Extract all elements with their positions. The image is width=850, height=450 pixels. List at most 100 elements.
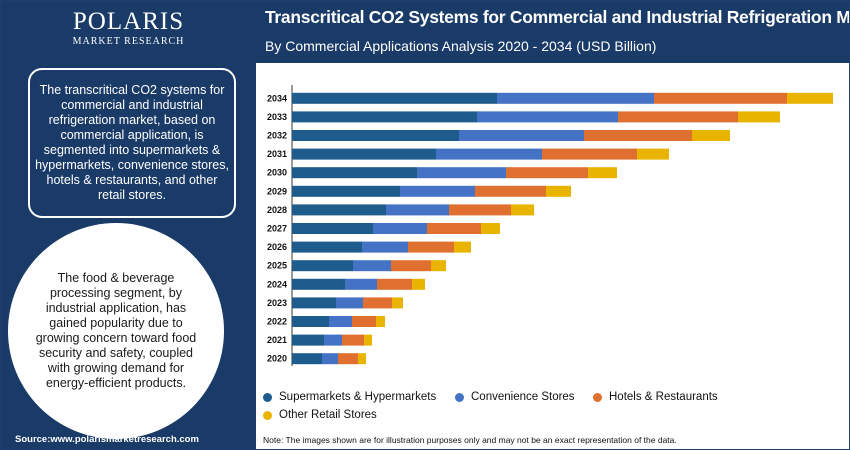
- y-tick-label: 2033: [267, 112, 287, 122]
- bar-segment: [364, 334, 372, 346]
- bar-segment: [352, 316, 376, 327]
- bar-segment: [292, 92, 497, 104]
- bar-segment: [392, 297, 403, 309]
- legend-label: Hotels & Restaurants: [609, 391, 718, 403]
- bar-segment: [738, 111, 780, 123]
- bar-segment: [353, 260, 391, 272]
- bar-segment: [292, 204, 386, 216]
- bar-segment: [787, 92, 833, 104]
- bar-segment: [292, 334, 324, 346]
- bar-segment: [477, 111, 618, 123]
- legend-item: Hotels & Restaurants: [593, 391, 718, 403]
- bar-segment: [637, 148, 669, 160]
- bar-segment: [292, 316, 329, 327]
- y-tick-label: 2031: [267, 149, 287, 159]
- bar-segment: [449, 204, 511, 216]
- legend-item: Other Retail Stores: [263, 409, 377, 421]
- legend-label: Supermarkets & Hypermarkets: [279, 391, 437, 403]
- bar-segment: [292, 278, 345, 290]
- legend-swatch: [263, 392, 272, 402]
- legend-swatch: [593, 392, 602, 402]
- legend-swatch: [263, 410, 272, 420]
- y-tick-label: 2020: [267, 354, 287, 364]
- y-tick-label: 2029: [267, 186, 287, 196]
- legend-label: Convenience Stores: [471, 391, 575, 403]
- brand-tagline: MARKET RESEARCH: [72, 36, 185, 47]
- y-tick-label: 2025: [267, 261, 287, 271]
- bar-segment: [459, 130, 584, 141]
- bar-segment: [292, 297, 336, 309]
- highlight-text: The food & beverage processing segment, …: [35, 271, 197, 390]
- legend-item: Supermarkets & Hypermarkets: [263, 391, 436, 403]
- bar-segment: [588, 167, 617, 179]
- legend-swatch: [455, 392, 464, 402]
- chart-header: Transcritical CO2 Systems for Commercial…: [256, 1, 850, 63]
- bar-segment: [431, 260, 446, 272]
- bar-segment: [417, 167, 506, 179]
- bar-segment: [506, 167, 588, 179]
- bar-segment: [358, 353, 366, 365]
- bar-segment: [292, 167, 417, 179]
- bar-segment: [292, 260, 353, 272]
- bar-segment: [373, 223, 427, 234]
- bar-segment: [292, 111, 477, 123]
- bar-segment: [322, 353, 338, 365]
- summary-box: The transcritical CO2 systems for commer…: [28, 68, 236, 218]
- source-credit: Source:www.polarismarketresearch.com: [15, 434, 199, 445]
- bar-segment: [584, 130, 692, 141]
- bar-segment: [408, 241, 454, 253]
- bar-segment: [329, 316, 352, 327]
- y-tick-label: 2032: [267, 131, 287, 141]
- bar-segment: [692, 130, 730, 141]
- y-tick-label: 2030: [267, 168, 287, 178]
- bar-segment: [362, 241, 408, 253]
- y-tick-label: 2024: [267, 279, 287, 289]
- bar-segment: [336, 297, 363, 309]
- bar-segment: [475, 185, 546, 197]
- bar-segment: [292, 185, 400, 197]
- bar-segment: [342, 334, 364, 346]
- y-tick-label: 2028: [267, 205, 287, 215]
- y-tick-label: 2034: [267, 93, 287, 103]
- brand-name: POLARIS: [72, 8, 185, 35]
- bar-segment: [292, 241, 362, 253]
- disclaimer-note: Note: The images shown are for illustrat…: [263, 435, 677, 445]
- bar-segment: [386, 204, 449, 216]
- bar-segment: [292, 223, 373, 234]
- highlight-circle: The food & beverage processing segment, …: [8, 223, 224, 439]
- bar-segment: [391, 260, 431, 272]
- bar-segment: [292, 353, 322, 365]
- bar-segment: [546, 185, 571, 197]
- y-tick-label: 2022: [267, 317, 287, 327]
- bar-segment: [618, 111, 738, 123]
- stacked-bar-chart: 2034 2033 2032 2031 2030 2029 2028 2027 2026 2025…: [267, 85, 833, 366]
- bar-segment: [497, 92, 654, 104]
- bar-segment: [412, 278, 425, 290]
- bar-segment: [511, 204, 534, 216]
- legend-item: Convenience Stores: [455, 391, 575, 403]
- bar-segment: [400, 185, 475, 197]
- chart-subtitle: By Commercial Applications Analysis 2020…: [265, 38, 657, 54]
- chart-title: Transcritical CO2 Systems for Commercial…: [265, 7, 850, 27]
- bar-segment: [454, 241, 471, 253]
- bar-segment: [363, 297, 392, 309]
- bar-segment: [481, 223, 500, 234]
- bar-segment: [292, 130, 459, 141]
- bar-segment: [324, 334, 342, 346]
- bar-segment: [376, 316, 385, 327]
- bar-segment: [542, 148, 637, 160]
- y-tick-label: 2026: [267, 242, 287, 252]
- bar-segment: [377, 278, 412, 290]
- bar-segment: [654, 92, 787, 104]
- y-tick-label: 2023: [267, 298, 287, 308]
- y-tick-label: 2027: [267, 224, 287, 234]
- legend-label: Other Retail Stores: [279, 409, 377, 421]
- bar-segment: [427, 223, 481, 234]
- bar-segment: [292, 148, 436, 160]
- summary-text: The transcritical CO2 systems for commer…: [35, 83, 229, 202]
- y-tick-label: 2021: [267, 335, 287, 345]
- bar-segment: [436, 148, 542, 160]
- bar-segment: [338, 353, 358, 365]
- bar-segment: [345, 278, 377, 290]
